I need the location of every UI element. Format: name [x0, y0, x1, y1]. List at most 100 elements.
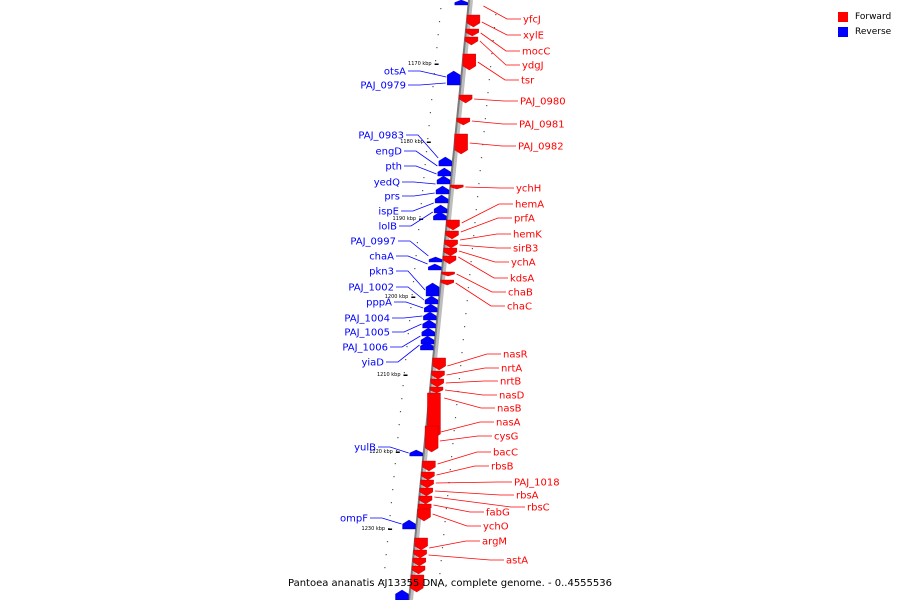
- minor-tick: [406, 346, 408, 348]
- forward-leader-line: [434, 496, 525, 508]
- reverse-leader-line: [392, 323, 422, 333]
- reverse-leader-line: [386, 344, 420, 363]
- minor-tick: [415, 255, 417, 257]
- forward-gene-shape: [465, 28, 479, 37]
- scale-tick: [411, 296, 416, 298]
- reverse-gene-shape: [437, 167, 451, 177]
- minor-tick: [466, 300, 468, 302]
- minor-tick: [441, 547, 444, 549]
- forward-gene-shape: [456, 117, 471, 126]
- forward-swatch: [838, 11, 848, 22]
- legend-forward-label: Forward: [855, 11, 892, 22]
- forward-leader-line: [435, 481, 512, 484]
- forward-leader-line: [434, 490, 514, 496]
- gene-label-sirb3: sirB3: [513, 244, 538, 255]
- forward-leader-line: [458, 250, 509, 263]
- minor-tick: [453, 430, 455, 432]
- reverse-leader-line: [402, 181, 436, 185]
- gene-label-ydgj: ydgJ: [522, 61, 544, 72]
- forward-leader-line: [428, 554, 504, 561]
- forward-gene-shape: [464, 36, 479, 46]
- forward-leader-line: [429, 540, 480, 549]
- forward-leader-line: [436, 465, 489, 476]
- minor-tick: [474, 222, 476, 224]
- gene-label-bacc: bacC: [493, 448, 518, 459]
- gene-label-argm: argM: [482, 537, 507, 548]
- forward-leader-line: [433, 504, 484, 513]
- minor-tick: [440, 8, 442, 10]
- gene-label-paj-1002: PAJ_1002: [348, 283, 394, 294]
- forward-leader-line: [469, 142, 516, 147]
- forward-leader-line: [459, 244, 511, 249]
- minor-tick: [384, 567, 386, 569]
- reverse-leader-line: [394, 301, 424, 309]
- gene-features: [395, 0, 481, 600]
- gene-label-hemk: hemK: [513, 230, 542, 241]
- reverse-leader-line: [390, 335, 421, 348]
- gene-label-paj-0997: PAJ_0997: [350, 237, 396, 248]
- minor-tick: [440, 560, 442, 562]
- minor-tick: [464, 326, 466, 328]
- minor-tick: [492, 40, 494, 42]
- minor-tick: [407, 333, 409, 335]
- minor-tick: [495, 14, 497, 16]
- forward-gene-shape: [414, 537, 428, 551]
- minor-tick: [389, 515, 391, 517]
- minor-tick: [414, 268, 416, 270]
- minor-tick: [461, 352, 463, 354]
- forward-gene-shape: [454, 133, 468, 155]
- minor-tick: [490, 66, 492, 68]
- map-caption: Pantoea ananatis AJ13355 DNA, complete g…: [288, 578, 612, 589]
- forward-leader-line: [456, 273, 506, 293]
- minor-tick: [424, 164, 426, 166]
- scale-tick-label: 1190 kbp: [393, 216, 417, 222]
- gene-label-chac: chaC: [507, 302, 532, 313]
- minor-tick: [484, 118, 486, 120]
- minor-tick: [477, 196, 479, 198]
- forward-gene-shape: [445, 230, 459, 240]
- forward-gene-shape: [419, 487, 433, 497]
- reverse-leader-line: [398, 240, 429, 257]
- reverse-gene-shape: [421, 327, 435, 337]
- minor-tick: [431, 99, 433, 101]
- reverse-gene-shape: [409, 449, 423, 457]
- reverse-leader-line: [406, 134, 439, 159]
- minor-tick: [419, 216, 421, 218]
- forward-leader-line: [479, 40, 520, 66]
- gene-label-paj-1004: PAJ_1004: [344, 314, 390, 325]
- gene-label-paj-1018: PAJ_1018: [514, 478, 560, 489]
- gene-label-pkn3: pkn3: [369, 267, 394, 278]
- forward-leader-line: [455, 282, 505, 307]
- minor-tick: [397, 437, 399, 439]
- minor-tick: [429, 112, 431, 114]
- forward-gene-shape: [413, 549, 427, 559]
- minor-tick: [390, 502, 392, 504]
- gene-label-ompf: ompF: [340, 514, 368, 525]
- gene-label-nasd: nasD: [499, 391, 525, 402]
- minor-tick: [452, 443, 454, 445]
- gene-label-paj-0981: PAJ_0981: [519, 120, 565, 131]
- gene-label-otsa: otsA: [384, 67, 406, 78]
- reverse-gene-shape: [433, 211, 447, 221]
- reverse-leader-line: [402, 192, 435, 197]
- forward-gene-shape: [422, 460, 436, 472]
- reverse-gene-shape: [433, 204, 448, 214]
- minor-tick: [422, 190, 424, 192]
- minor-tick: [483, 131, 485, 133]
- reverse-leader-line: [404, 165, 437, 175]
- forward-leader-line: [477, 61, 519, 81]
- forward-leader-line: [444, 397, 495, 409]
- forward-leader-line: [440, 421, 494, 433]
- reverse-gene-shape: [436, 175, 451, 185]
- forward-leader-line: [474, 98, 518, 102]
- forward-gene-shape: [430, 378, 444, 388]
- gene-label-paj-0982: PAJ_0982: [518, 142, 564, 153]
- minor-tick: [467, 287, 470, 289]
- minor-tick: [409, 320, 411, 322]
- label-leader-lines: [370, 5, 525, 561]
- minor-tick: [437, 34, 439, 36]
- reverse-gene-shape: [422, 319, 436, 329]
- forward-gene-shape: [450, 184, 464, 190]
- minor-tick: [439, 573, 441, 575]
- minor-tick: [470, 261, 472, 263]
